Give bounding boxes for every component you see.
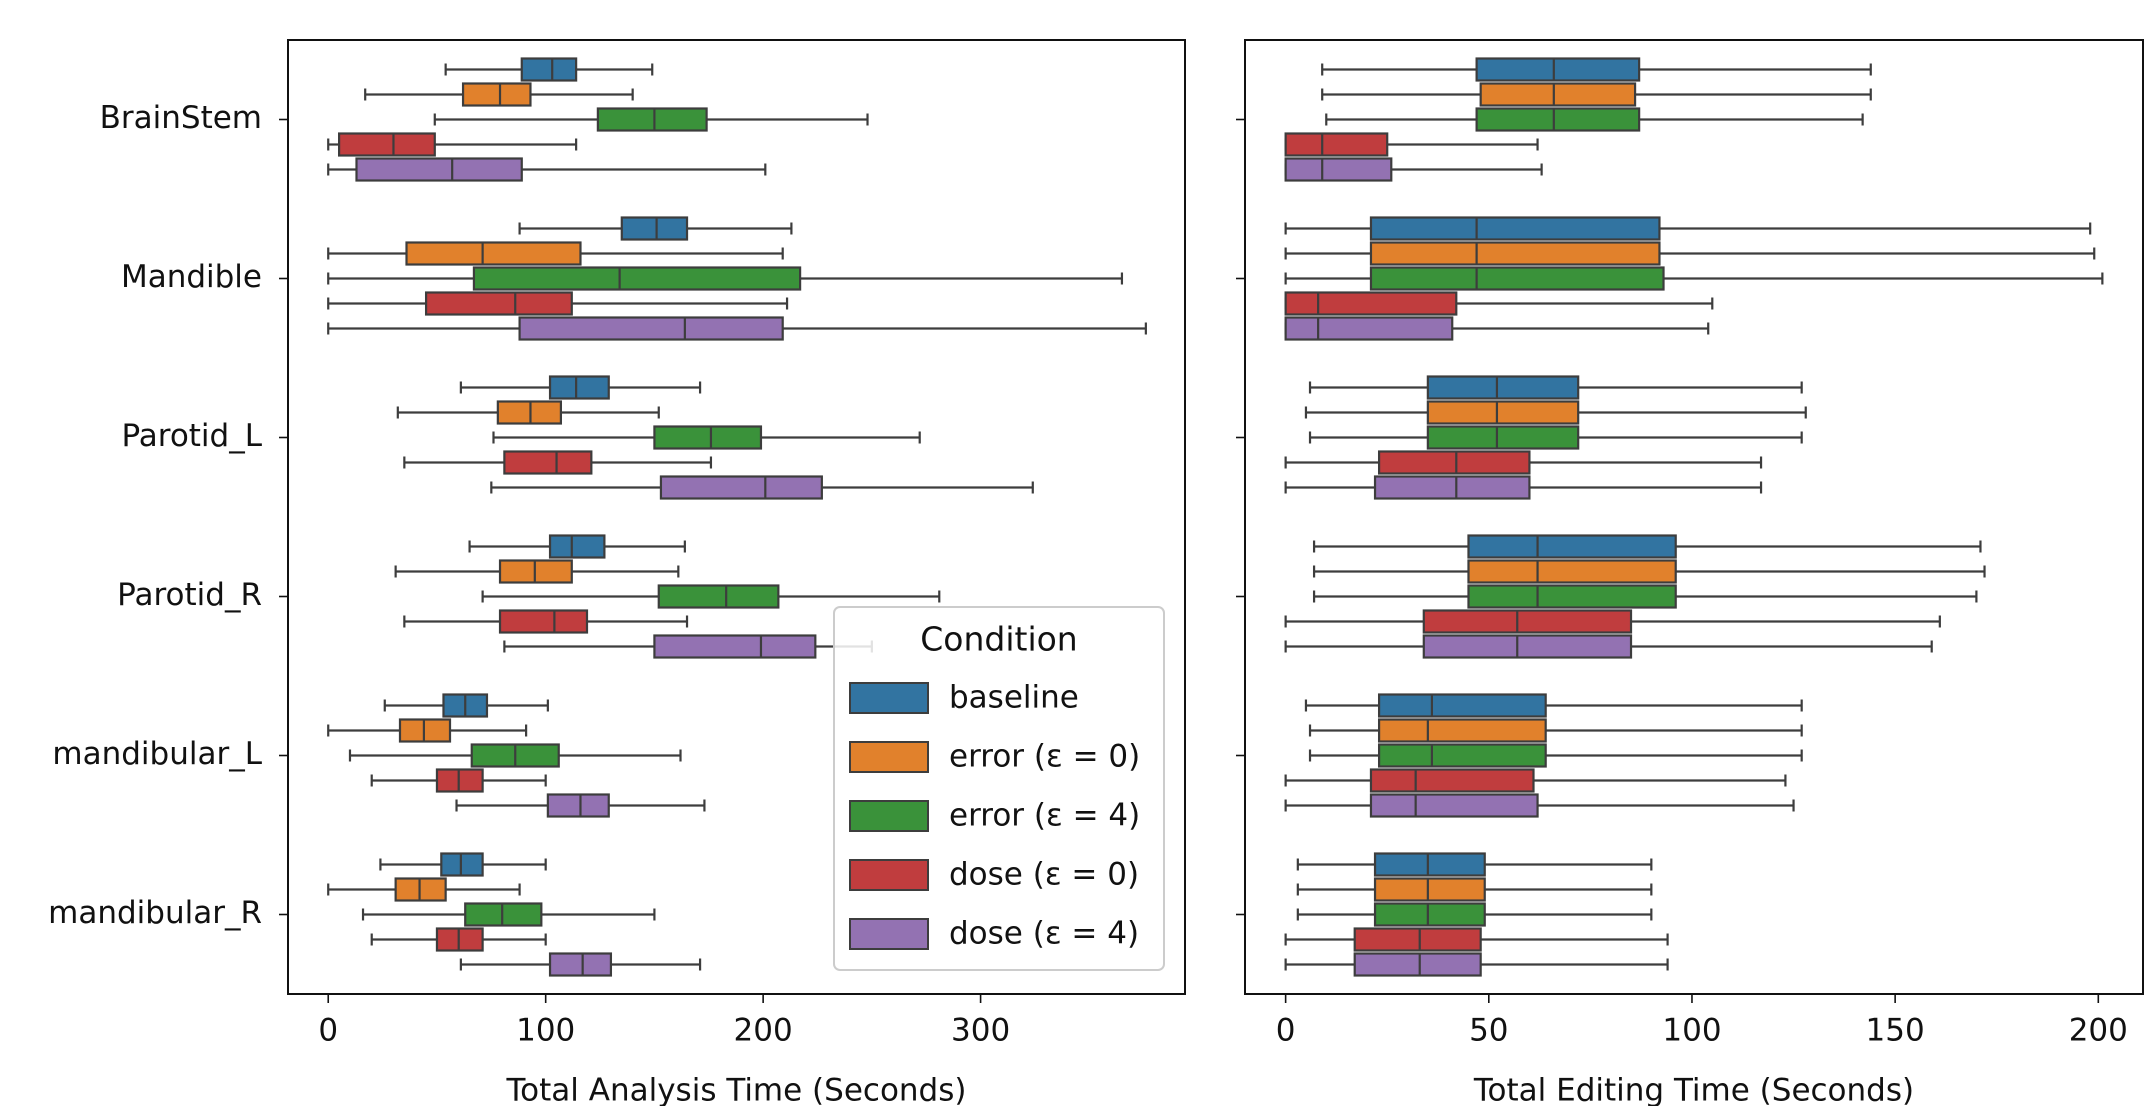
legend-label: dose (ε = 0)	[949, 857, 1139, 893]
box	[1426, 425, 1580, 450]
box	[1377, 693, 1547, 718]
y-tick-label: Mandible	[121, 259, 262, 295]
box	[548, 534, 606, 559]
box	[1353, 927, 1482, 952]
x-tick-label: 50	[1469, 1013, 1508, 1049]
box	[1467, 584, 1677, 609]
box	[1467, 559, 1677, 584]
box	[1373, 902, 1486, 927]
box	[1467, 534, 1677, 559]
legend-swatch	[849, 682, 929, 714]
box	[1475, 57, 1641, 82]
y-tick-label: mandibular_L	[52, 736, 262, 772]
legend-swatch	[849, 859, 929, 891]
box	[1422, 609, 1633, 634]
box	[659, 475, 823, 500]
box	[546, 793, 610, 818]
x-tick-label: 0	[318, 1013, 338, 1049]
legend-label: error (ε = 4)	[949, 798, 1140, 834]
box	[653, 634, 817, 659]
box	[498, 609, 589, 634]
box	[1353, 952, 1482, 977]
axes-frame	[1244, 39, 2144, 995]
box	[520, 57, 578, 82]
y-tick-label: mandibular_R	[48, 895, 262, 931]
x-axis-label: Total Analysis Time (Seconds)	[506, 1073, 967, 1106]
box	[1284, 316, 1454, 341]
box	[548, 375, 610, 400]
x-tick-label: 200	[734, 1013, 793, 1049]
box	[1369, 216, 1661, 241]
box	[1373, 475, 1531, 500]
box	[1369, 266, 1665, 291]
legend-label: baseline	[949, 680, 1079, 716]
box	[1377, 743, 1547, 768]
legend-swatch	[849, 918, 929, 950]
y-tick-label: Parotid_L	[121, 418, 262, 454]
box	[472, 266, 802, 291]
box	[518, 316, 784, 341]
x-tick-label: 100	[516, 1013, 575, 1049]
x-tick-label: 150	[1866, 1013, 1925, 1049]
legend-swatch	[849, 800, 929, 832]
box	[1426, 375, 1580, 400]
box	[1284, 157, 1393, 182]
box	[1284, 291, 1458, 316]
box	[1284, 132, 1389, 157]
box	[596, 107, 708, 132]
x-tick-label: 300	[951, 1013, 1010, 1049]
box	[1373, 852, 1486, 877]
legend-title: Condition	[920, 620, 1077, 659]
box	[1369, 768, 1535, 793]
axes-frame	[287, 39, 1186, 995]
legend-label: error (ε = 0)	[949, 739, 1140, 775]
box	[1426, 400, 1580, 425]
box	[1373, 877, 1486, 902]
x-tick-label: 200	[2069, 1013, 2128, 1049]
y-tick-label: Parotid_R	[117, 577, 262, 613]
box	[338, 132, 436, 157]
box	[424, 291, 573, 316]
y-tick-label: BrainStem	[100, 100, 262, 136]
box	[1479, 82, 1637, 107]
box	[355, 157, 523, 182]
box	[1369, 793, 1539, 818]
box	[405, 241, 582, 266]
box	[1377, 718, 1547, 743]
legend-label: dose (ε = 4)	[949, 916, 1139, 952]
box	[1475, 107, 1641, 132]
box	[657, 584, 780, 609]
box	[620, 216, 689, 241]
x-axis-label: Total Editing Time (Seconds)	[1473, 1073, 1914, 1106]
box	[653, 425, 763, 450]
box	[1369, 241, 1661, 266]
box	[1377, 450, 1531, 475]
x-tick-label: 100	[1662, 1013, 1721, 1049]
legend-swatch	[849, 741, 929, 773]
box	[503, 450, 593, 475]
box	[461, 82, 532, 107]
box	[1422, 634, 1633, 659]
x-tick-label: 0	[1276, 1013, 1296, 1049]
box	[548, 952, 613, 977]
